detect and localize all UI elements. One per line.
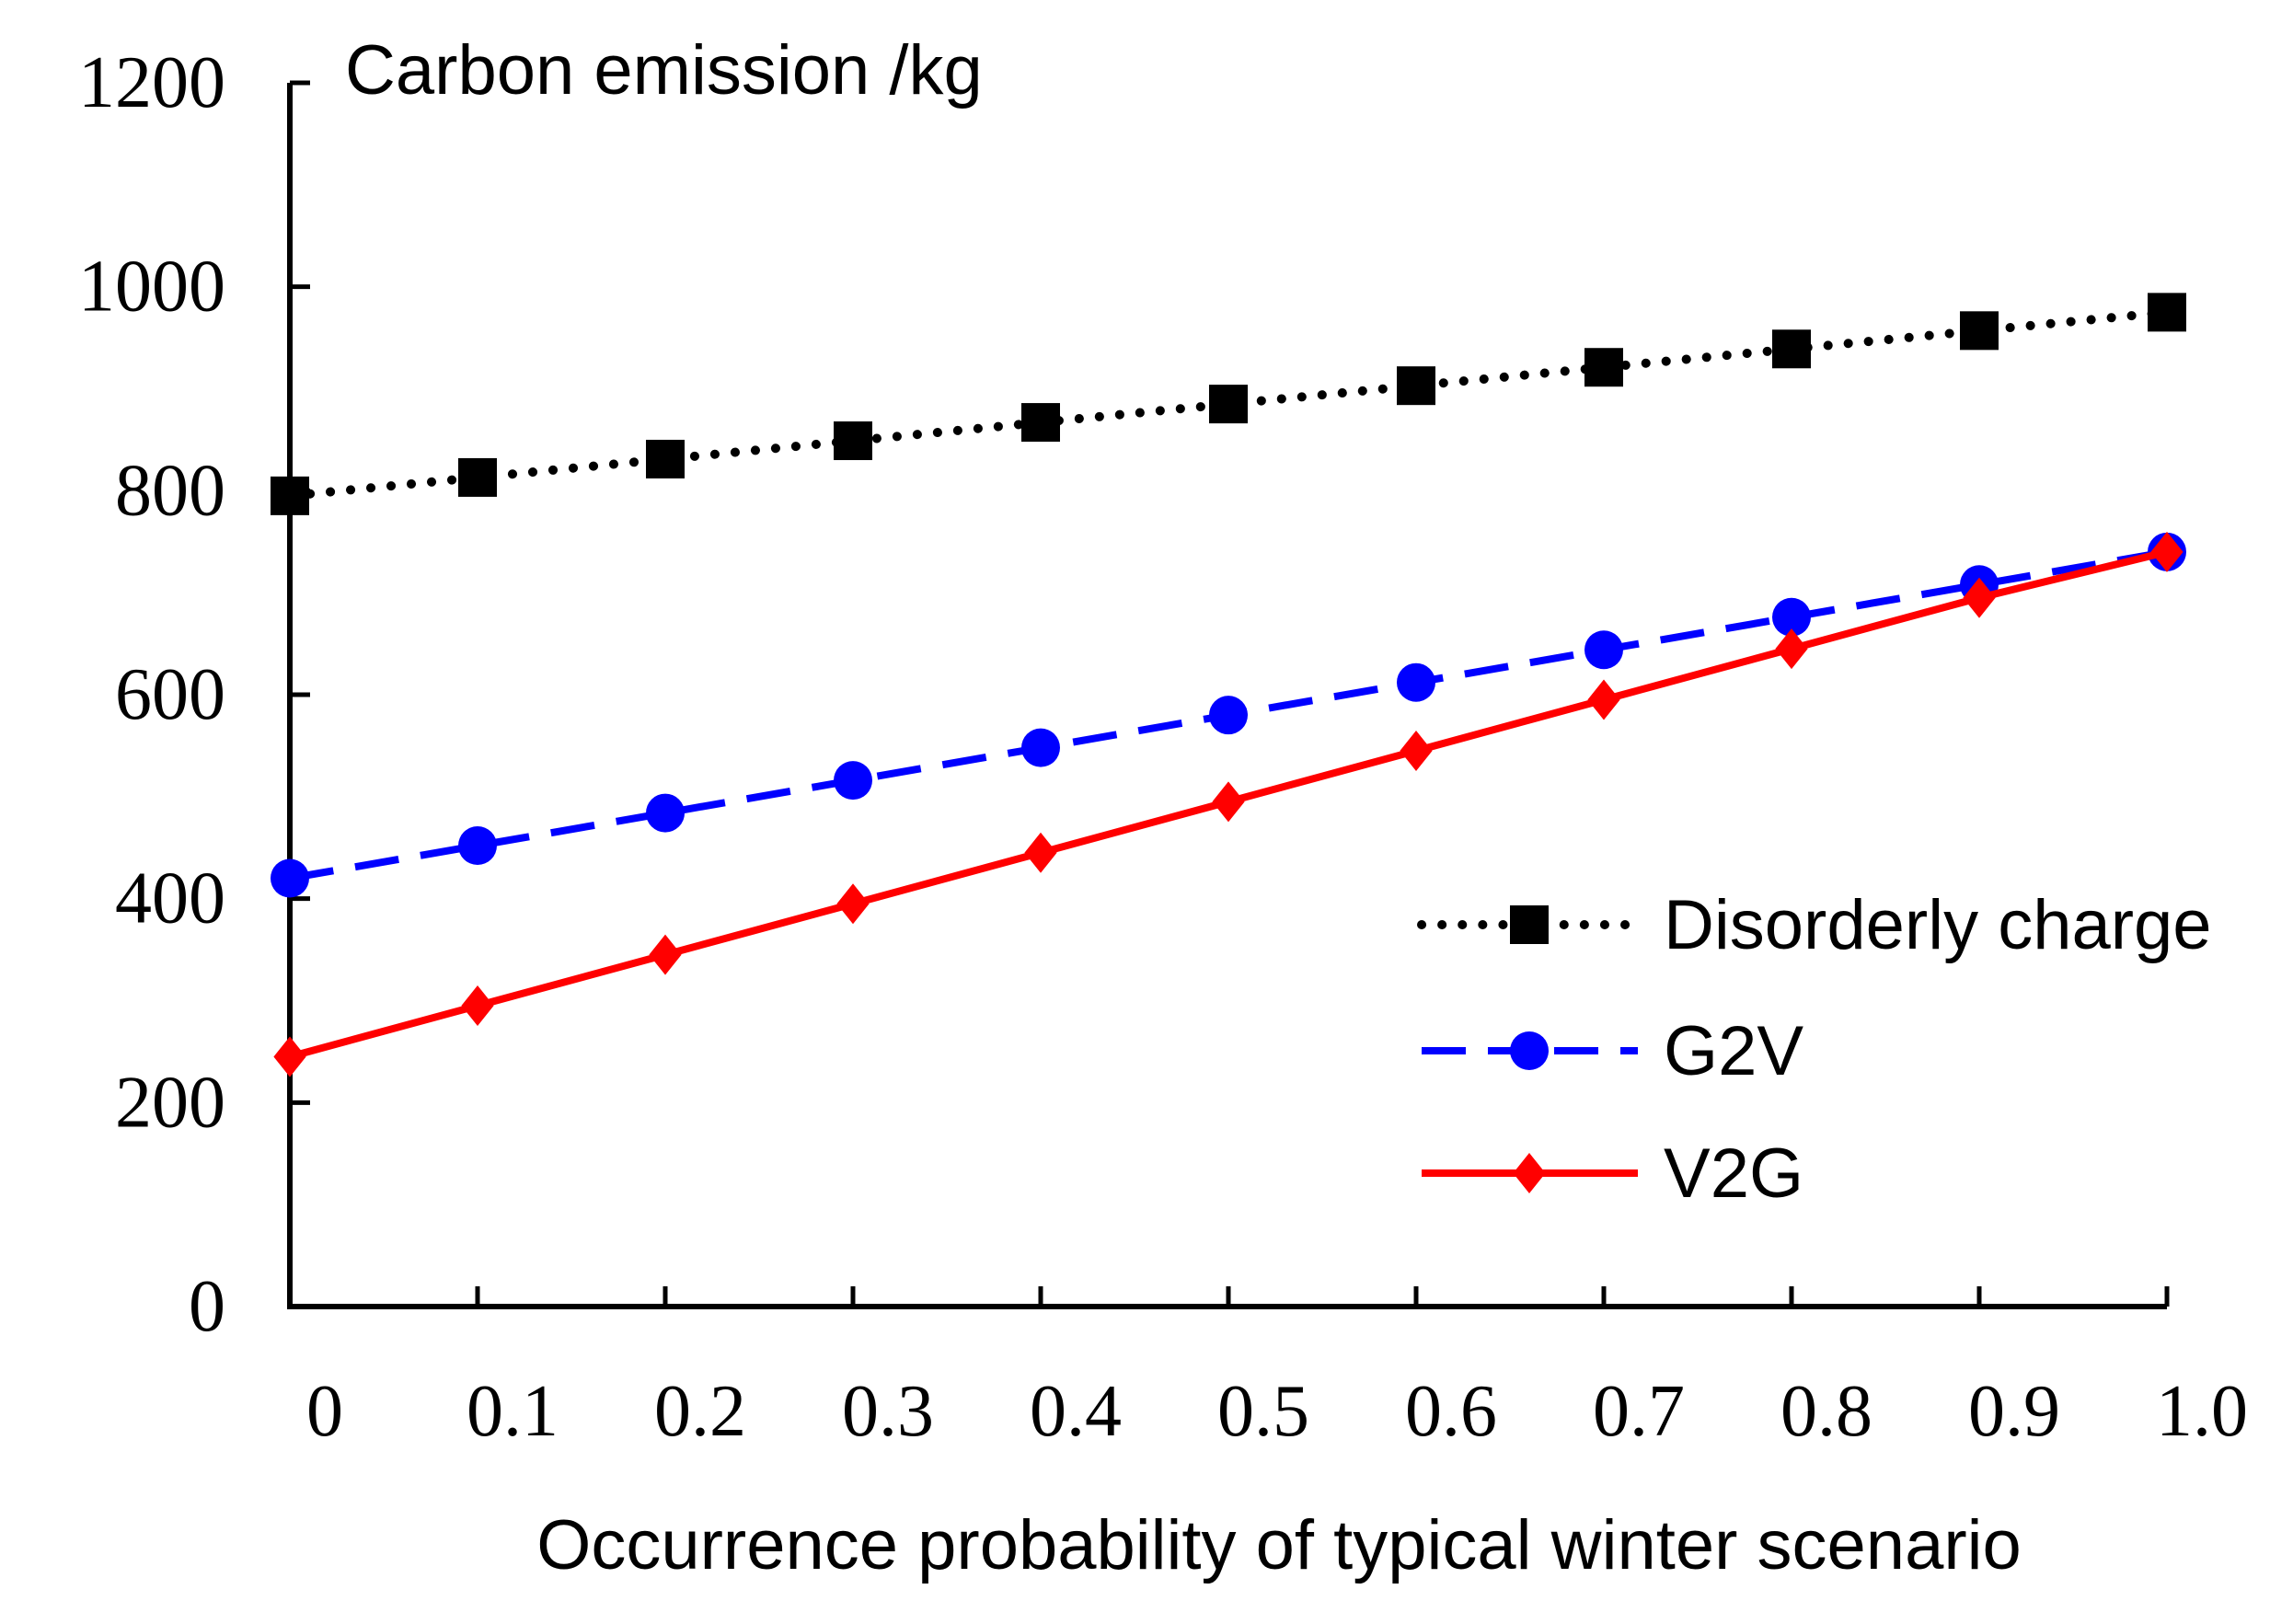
y-tick-label: 800 — [115, 450, 225, 531]
data-point — [1209, 696, 1248, 735]
y-tick-label: 1000 — [78, 247, 225, 328]
data-point — [461, 985, 494, 1027]
legend-item: Disorderly charge — [1417, 886, 2212, 964]
series-layer — [271, 293, 2186, 1077]
series-disorderly-charge — [271, 293, 2186, 515]
data-point — [2148, 293, 2186, 332]
series-v2g — [273, 531, 2184, 1077]
data-point — [1960, 311, 1999, 351]
data-point — [271, 858, 309, 898]
x-tick-label: 0 — [306, 1371, 343, 1452]
legend-swatch-marker — [1510, 1031, 1549, 1070]
data-point — [1775, 628, 1808, 670]
data-point — [834, 421, 872, 461]
x-tick-label: 0.1 — [467, 1371, 559, 1452]
y-tick-label: 1200 — [78, 42, 225, 123]
axes: 0 200 400 600 800 1000 1200 0 0.1 0.2 0.3 0.4 0.5 0.6… — [78, 42, 2248, 1452]
data-point — [1024, 832, 1057, 873]
data-point — [646, 793, 685, 833]
x-tick-label: 1.0 — [2156, 1371, 2248, 1452]
data-point — [1021, 728, 1060, 767]
x-tick-label: 0.5 — [1217, 1371, 1309, 1452]
legend-swatch-marker — [1510, 905, 1549, 944]
data-point — [271, 476, 309, 515]
y-tick-label: 400 — [115, 858, 225, 939]
legend-item: V2G — [1422, 1134, 1803, 1213]
legend-swatch-marker — [1513, 1153, 1546, 1193]
data-point — [458, 457, 497, 497]
x-tick-label: 0.3 — [842, 1371, 934, 1452]
data-point — [458, 826, 497, 866]
data-point — [1584, 630, 1623, 670]
legend-item: G2V — [1422, 1012, 1803, 1090]
legend-label: G2V — [1664, 1012, 1803, 1090]
y-tick-label: 200 — [115, 1062, 225, 1143]
legend-label: Disorderly charge — [1664, 886, 2212, 964]
data-point — [1584, 348, 1623, 387]
y-axis-title: Carbon emission /kg — [345, 31, 983, 109]
data-point — [1212, 781, 1245, 823]
y-tick-label: 0 — [189, 1266, 225, 1347]
data-point — [1397, 366, 1435, 406]
x-tick-label: 0.4 — [1030, 1371, 1122, 1452]
legend: Disorderly charge G2V V2G — [1417, 886, 2212, 1213]
data-point — [1209, 385, 1248, 424]
legend-label: V2G — [1664, 1134, 1803, 1213]
data-point — [834, 761, 872, 800]
data-point — [1021, 403, 1060, 443]
x-tick-label: 0.6 — [1405, 1371, 1497, 1452]
x-tick-label: 0.7 — [1593, 1371, 1685, 1452]
x-axis-title: Occurrence probability of typical winter… — [536, 1506, 2022, 1584]
data-point — [836, 883, 870, 925]
data-point — [1587, 679, 1620, 720]
data-point — [646, 439, 685, 478]
x-tick-label: 0.9 — [1968, 1371, 2060, 1452]
data-point — [1397, 662, 1435, 702]
data-point — [1400, 730, 1433, 771]
data-point — [2150, 531, 2184, 572]
data-point — [649, 934, 682, 975]
x-tick-label: 0.8 — [1780, 1371, 1872, 1452]
data-point — [1963, 577, 1996, 618]
x-tick-label: 0.2 — [654, 1371, 746, 1452]
series-g2v — [271, 532, 2186, 898]
data-point — [273, 1036, 306, 1077]
y-tick-label: 600 — [115, 654, 225, 735]
data-point — [1772, 597, 1811, 637]
data-point — [1772, 329, 1811, 369]
